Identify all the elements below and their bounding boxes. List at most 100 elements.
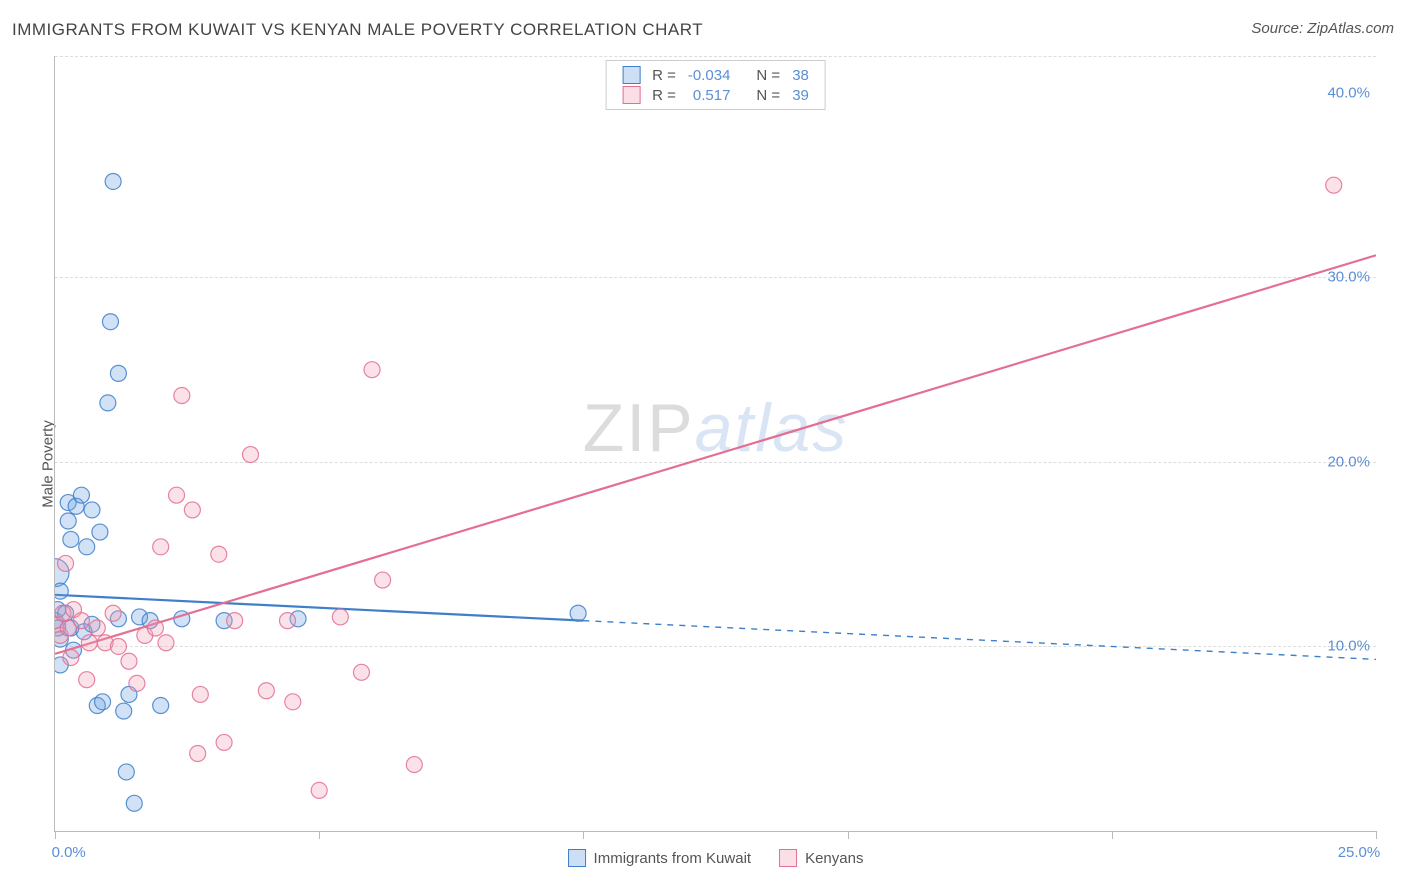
data-point-kuwait	[84, 616, 100, 632]
legend-row-kuwait: R = -0.034 N = 38	[616, 65, 815, 85]
data-point-kenyan	[364, 362, 380, 378]
data-point-kenyan	[406, 757, 422, 773]
legend-item-kuwait: Immigrants from Kuwait	[568, 849, 752, 867]
chart-title: IMMIGRANTS FROM KUWAIT VS KENYAN MALE PO…	[12, 20, 703, 40]
data-point-kuwait	[126, 795, 142, 811]
chart-header: IMMIGRANTS FROM KUWAIT VS KENYAN MALE PO…	[12, 20, 1394, 40]
x-tick	[1112, 831, 1113, 839]
data-point-kenyan	[169, 487, 185, 503]
data-point-kuwait	[142, 613, 158, 629]
r-value-kuwait: -0.034	[682, 65, 737, 85]
data-point-kenyan	[105, 605, 121, 621]
data-point-kenyan	[79, 672, 95, 688]
data-point-kuwait	[55, 631, 68, 647]
source-prefix: Source:	[1251, 20, 1307, 37]
x-tick	[55, 831, 56, 839]
data-point-kuwait	[55, 583, 68, 599]
r-label: R =	[646, 65, 682, 85]
data-point-kenyan	[89, 620, 105, 636]
data-point-kuwait	[63, 620, 79, 636]
n-label: N =	[750, 85, 786, 105]
data-point-kenyan	[55, 627, 68, 643]
data-point-kuwait	[132, 609, 148, 625]
data-point-kuwait	[110, 365, 126, 381]
x-tick	[319, 831, 320, 839]
scatter-overlay	[55, 56, 1376, 831]
data-point-kuwait	[76, 624, 92, 640]
data-point-kenyan	[60, 620, 76, 636]
data-point-kuwait	[55, 613, 63, 629]
data-point-kuwait	[216, 613, 232, 629]
swatch-kuwait	[568, 849, 586, 867]
series-legend: Immigrants from Kuwait Kenyans	[568, 849, 864, 867]
data-point-kuwait	[89, 698, 105, 714]
data-point-kenyan	[73, 613, 89, 629]
swatch-kenyan	[622, 86, 640, 104]
data-point-kuwait	[118, 764, 134, 780]
data-point-kenyan	[311, 782, 327, 798]
data-point-kuwait	[79, 539, 95, 555]
x-tick	[848, 831, 849, 839]
data-point-kenyan	[216, 734, 232, 750]
data-point-kuwait	[65, 642, 81, 658]
data-point-kuwait	[290, 611, 306, 627]
data-point-kenyan	[279, 613, 295, 629]
trend-line-kuwait	[55, 595, 583, 621]
data-point-kuwait	[102, 314, 118, 330]
x-tick-label: 0.0%	[52, 844, 86, 861]
data-point-kenyan	[1326, 177, 1342, 193]
correlation-legend: R = -0.034 N = 38 R = 0.517 N = 39	[605, 60, 826, 110]
data-point-kenyan	[192, 686, 208, 702]
data-point-kenyan	[243, 447, 259, 463]
swatch-kenyan	[779, 849, 797, 867]
watermark-zip: ZIP	[583, 390, 695, 466]
data-point-kuwait	[84, 502, 100, 518]
y-tick-label: 20.0%	[1327, 453, 1370, 470]
trend-line-kenyan	[55, 255, 1376, 654]
legend-label-kuwait: Immigrants from Kuwait	[594, 850, 752, 867]
data-point-kenyan	[227, 613, 243, 629]
r-label: R =	[646, 85, 682, 105]
data-point-kuwait	[92, 524, 108, 540]
y-tick-label: 40.0%	[1327, 84, 1370, 101]
n-value-kenyan: 39	[786, 85, 815, 105]
data-point-kuwait	[105, 173, 121, 189]
legend-row-kenyan: R = 0.517 N = 39	[616, 85, 815, 105]
gridline	[55, 277, 1376, 278]
n-label: N =	[750, 65, 786, 85]
data-point-kenyan	[97, 635, 113, 651]
data-point-kenyan	[353, 664, 369, 680]
data-point-kenyan	[65, 602, 81, 618]
data-point-kenyan	[184, 502, 200, 518]
data-point-kenyan	[58, 555, 74, 571]
data-point-kenyan	[153, 539, 169, 555]
data-point-kenyan	[55, 616, 66, 632]
x-tick	[1376, 831, 1377, 839]
data-point-kenyan	[137, 627, 153, 643]
plot-area: ZIPatlas R = -0.034 N = 38 R = 0.517 N =	[54, 56, 1376, 832]
data-point-kenyan	[55, 605, 71, 621]
data-point-kuwait	[100, 395, 116, 411]
data-point-kuwait	[110, 611, 126, 627]
data-point-kuwait	[55, 620, 66, 636]
chart-container: Male Poverty ZIPatlas R = -0.034 N = 38 …	[12, 48, 1394, 880]
data-point-kenyan	[332, 609, 348, 625]
n-value-kuwait: 38	[786, 65, 815, 85]
x-tick-label: 25.0%	[1338, 844, 1381, 861]
data-point-kuwait	[570, 605, 586, 621]
data-point-kuwait	[95, 694, 111, 710]
data-point-kuwait	[174, 611, 190, 627]
gridline	[55, 56, 1376, 57]
data-point-kenyan	[147, 620, 163, 636]
watermark-atlas: atlas	[695, 390, 849, 466]
data-point-kuwait	[55, 602, 66, 618]
data-point-kenyan	[158, 635, 174, 651]
data-point-kuwait	[60, 513, 76, 529]
swatch-kuwait	[622, 66, 640, 84]
legend-label-kenyan: Kenyans	[805, 850, 863, 867]
data-point-kenyan	[81, 635, 97, 651]
trend-line-kuwait-dashed	[583, 621, 1376, 660]
data-point-kuwait	[58, 605, 74, 621]
source-name: ZipAtlas.com	[1307, 20, 1394, 37]
data-point-kuwait	[68, 498, 84, 514]
